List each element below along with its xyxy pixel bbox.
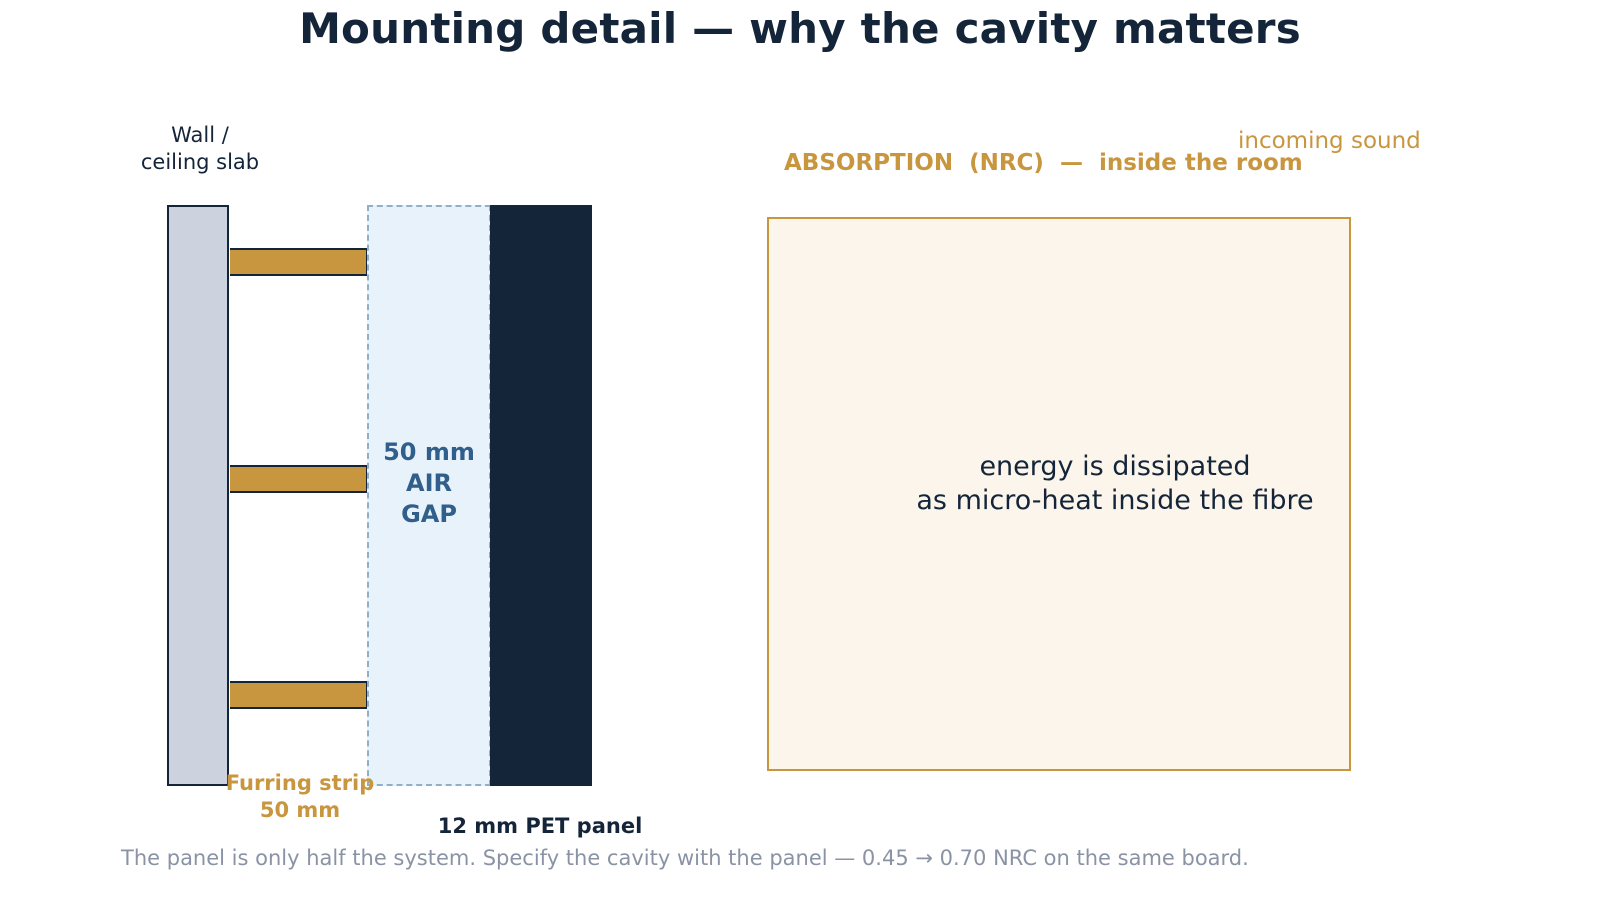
- furring-label-line-1: Furring strip: [225, 771, 375, 795]
- page-title: Mounting detail — why the cavity matters: [299, 4, 1301, 53]
- air-gap: [367, 205, 491, 786]
- furring-label-line-2: 50 mm: [259, 798, 341, 822]
- caption: The panel is only half the system. Speci…: [121, 846, 1249, 870]
- furring-strip: [230, 465, 368, 493]
- pet-panel: [490, 205, 592, 786]
- furring-strip: [230, 681, 368, 709]
- wall-label-line-2: ceiling slab: [140, 150, 260, 174]
- wall-label-line-1: Wall /: [171, 123, 229, 147]
- air-gap-label-line-3: GAP: [401, 500, 457, 528]
- furring-strip: [230, 248, 368, 276]
- room-box: [767, 217, 1351, 771]
- furring-strip-label: Furring strip 50 mm: [200, 770, 400, 824]
- air-gap-label-line-2: AIR: [406, 469, 452, 497]
- room-text-line-1: energy is dissipated: [979, 451, 1251, 482]
- room-text: energy is dissipated as micro-heat insid…: [880, 450, 1350, 518]
- wall-label: Wall / ceiling slab: [120, 122, 280, 176]
- absorption-label: ABSORPTION (NRC) — inside the room: [784, 150, 1303, 176]
- panel-label: 12 mm PET panel: [437, 814, 643, 838]
- incoming-sound-label: incoming sound: [1238, 128, 1421, 154]
- wall-slab: [167, 205, 229, 786]
- room-text-line-2: as micro-heat inside the fibre: [916, 485, 1314, 516]
- air-gap-label: 50 mm AIR GAP: [367, 437, 491, 530]
- air-gap-label-line-1: 50 mm: [383, 438, 475, 466]
